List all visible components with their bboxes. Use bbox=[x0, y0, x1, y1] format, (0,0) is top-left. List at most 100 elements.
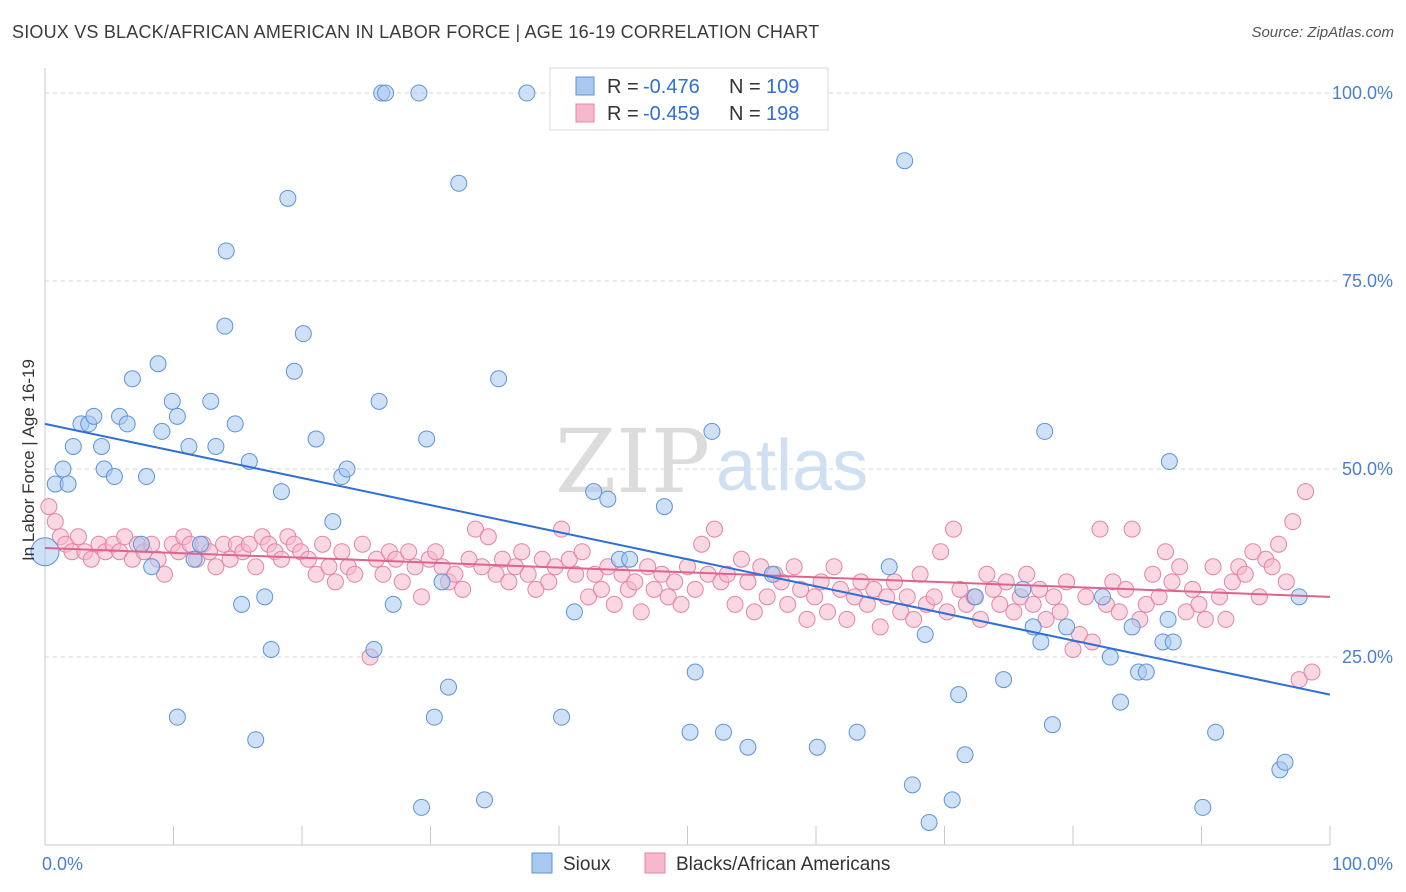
bottom-legend-swatch-black bbox=[644, 852, 666, 874]
legend-n-label-black: N = bbox=[729, 103, 761, 125]
black-point-107 bbox=[745, 603, 763, 621]
sioux-point-78 bbox=[943, 791, 961, 809]
x-tick-label-1: 100.0% bbox=[1332, 854, 1393, 874]
black-point-182 bbox=[1244, 543, 1262, 561]
legend-r-value-black: -0.459 bbox=[643, 103, 700, 125]
black-point-166 bbox=[1137, 595, 1155, 613]
black-point-119 bbox=[825, 558, 843, 576]
black-point-68 bbox=[487, 565, 505, 583]
sioux-point-79 bbox=[950, 686, 968, 704]
black-point-44 bbox=[326, 573, 344, 591]
black-point-135 bbox=[932, 543, 950, 561]
sioux-point-75 bbox=[903, 776, 921, 794]
black-point-169 bbox=[1157, 543, 1175, 561]
bottom-legend-label-sioux: Sioux bbox=[563, 854, 611, 875]
black-point-109 bbox=[758, 588, 776, 606]
sioux-point-81 bbox=[966, 588, 984, 606]
sioux-point-47 bbox=[384, 595, 402, 613]
black-point-153 bbox=[1051, 603, 1069, 621]
black-point-177 bbox=[1210, 588, 1228, 606]
sioux-point-74 bbox=[896, 152, 914, 170]
tick-labels: 25.0% 50.0% 75.0% 100.0% 0.0% 100.0% bbox=[42, 83, 1393, 874]
black-point-63 bbox=[454, 580, 472, 598]
sioux-point-12 bbox=[118, 415, 136, 433]
source-label: Source: ZipAtlas.com bbox=[1251, 24, 1394, 41]
sioux-point-100 bbox=[1207, 723, 1225, 741]
sioux-point-14 bbox=[132, 535, 150, 553]
sioux-point-90 bbox=[1101, 648, 1119, 666]
sioux-point-71 bbox=[808, 738, 826, 756]
sioux-point-19 bbox=[163, 392, 181, 410]
legend: R = -0.476 N = 109 R = -0.459 N = 198 bbox=[549, 67, 829, 131]
legend-swatch-black bbox=[575, 103, 595, 123]
black-point-118 bbox=[819, 603, 837, 621]
black-point-128 bbox=[885, 573, 903, 591]
black-point-94 bbox=[659, 588, 677, 606]
black-point-65 bbox=[466, 520, 484, 538]
legend-r-value-sioux: -0.476 bbox=[643, 76, 700, 98]
black-point-89 bbox=[626, 573, 644, 591]
sioux-point-87 bbox=[1043, 716, 1061, 734]
legend-n-value-black: 198 bbox=[766, 103, 799, 125]
black-point-152 bbox=[1045, 588, 1063, 606]
sioux-point-25 bbox=[202, 392, 220, 410]
black-point-90 bbox=[632, 603, 650, 621]
sioux-point-36 bbox=[279, 189, 297, 207]
sioux-point-69 bbox=[739, 738, 757, 756]
black-point-157 bbox=[1077, 588, 1095, 606]
sioux-point-8 bbox=[93, 437, 111, 455]
black-point-185 bbox=[1263, 558, 1281, 576]
sioux-point-34 bbox=[262, 640, 280, 658]
black-point-5 bbox=[69, 528, 87, 546]
black-point-40 bbox=[299, 550, 317, 568]
black-point-101 bbox=[705, 520, 723, 538]
black-point-76 bbox=[540, 573, 558, 591]
black-point-167 bbox=[1144, 565, 1162, 583]
sioux-point-60 bbox=[585, 483, 603, 501]
sioux-point-70 bbox=[763, 565, 781, 583]
black-point-123 bbox=[852, 573, 870, 591]
black-point-186 bbox=[1270, 535, 1288, 553]
watermark-atlas: atlas bbox=[716, 426, 868, 506]
sioux-point-55 bbox=[475, 791, 493, 809]
black-point-164 bbox=[1123, 520, 1141, 538]
black-point-69 bbox=[493, 550, 511, 568]
black-point-1 bbox=[46, 513, 64, 531]
black-point-142 bbox=[978, 565, 996, 583]
sioux-point-97 bbox=[1164, 633, 1182, 651]
black-point-105 bbox=[732, 550, 750, 568]
black-point-173 bbox=[1184, 580, 1202, 598]
black-point-179 bbox=[1223, 573, 1241, 591]
sioux-point-67 bbox=[703, 422, 721, 440]
sioux-point-0 bbox=[30, 537, 60, 567]
sioux-point-73 bbox=[880, 558, 898, 576]
sioux-point-37 bbox=[285, 362, 303, 380]
black-point-59 bbox=[427, 543, 445, 561]
axes bbox=[44, 68, 1331, 846]
black-point-55 bbox=[400, 543, 418, 561]
sioux-point-86 bbox=[1036, 422, 1054, 440]
trend-line-sioux bbox=[44, 422, 1331, 696]
black-point-7 bbox=[82, 550, 100, 568]
black-point-82 bbox=[580, 588, 598, 606]
black-point-134 bbox=[925, 588, 943, 606]
black-point-172 bbox=[1177, 603, 1195, 621]
sioux-point-53 bbox=[439, 678, 457, 696]
sioux-point-21 bbox=[168, 708, 186, 726]
y-tick-label-3: 100.0% bbox=[1332, 83, 1393, 103]
sioux-point-42 bbox=[338, 460, 356, 478]
sioux-point-24 bbox=[191, 535, 209, 553]
black-point-176 bbox=[1204, 558, 1222, 576]
legend-r-label-sioux: R = bbox=[607, 76, 639, 98]
bottom-legend-swatch-sioux bbox=[531, 852, 553, 874]
bottom-legend: Sioux Blacks/African Americans bbox=[531, 852, 890, 875]
sioux-point-3 bbox=[54, 460, 72, 478]
sioux-point-85 bbox=[1032, 633, 1050, 651]
black-point-126 bbox=[871, 618, 889, 636]
sioux-point-29 bbox=[226, 415, 244, 433]
sioux-point-38 bbox=[294, 325, 312, 343]
black-point-83 bbox=[586, 565, 604, 583]
black-point-54 bbox=[393, 573, 411, 591]
black-point-57 bbox=[413, 588, 431, 606]
black-point-74 bbox=[527, 580, 545, 598]
